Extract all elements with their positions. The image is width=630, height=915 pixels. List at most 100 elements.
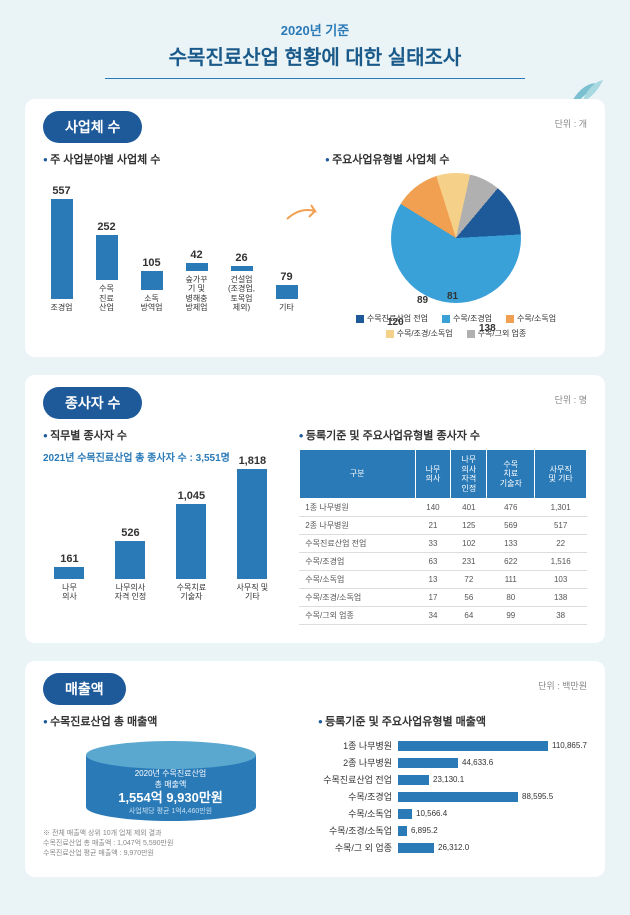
bar-item: 557 조경업 [43,185,80,313]
section-workers: 종사자 수 단위 : 명 직무별 종사자 수 2021년 수목진료산업 총 종사… [25,375,605,643]
footnote-line: 수목진료산업 총 매출액 : 1,047억 5,590만원 [43,839,298,849]
table-cell: 111 [487,571,535,589]
hbar-chart: 1종 나무병원 110,865.7 2종 나무병원 44,633.6 수목진료산업 … [318,739,587,854]
bar-label: 조경업 [50,303,72,313]
bar-value: 79 [280,271,292,283]
hbar-value: 6,895.2 [407,826,438,835]
hbar-value: 88,595.5 [518,792,553,801]
table-cell: 125 [451,517,487,535]
table-cell: 수목/조경업 [299,553,415,571]
bar-value: 526 [121,527,139,539]
header-divider [105,78,525,79]
pie-slice-label: 89 [417,295,428,306]
table-cell: 133 [487,535,535,553]
table-cell: 102 [451,535,487,553]
table-cell: 17 [415,589,451,607]
table-cell: 80 [487,589,535,607]
table-cell: 38 [535,607,587,625]
bar-value: 105 [142,257,160,269]
table-cell: 64 [451,607,487,625]
table-cell: 140 [415,499,451,517]
bar-value: 26 [235,252,247,264]
footnote-line: ※ 전체 매출액 상위 10개 업체 제외 결과 [43,829,298,839]
hbar-bar [398,792,518,802]
table-cell: 476 [487,499,535,517]
bar-rect [141,271,163,290]
cyl-line2: 총 매출액 [86,780,256,790]
bar-value: 557 [52,185,70,197]
bar-label: 숲가꾸기 및병해충방제업 [185,275,207,313]
page: 2020년 기준 수목진료산업 현황에 대한 실태조사 사업체 수 단위 : 개… [0,0,630,915]
table-row: 수목/소독업1372111103 [299,571,586,589]
bar-value: 42 [190,249,202,261]
footnotes: ※ 전체 매출액 상위 10개 업체 제외 결과수목진료산업 총 매출액 : 1… [43,829,298,858]
table-cell: 231 [451,553,487,571]
bar-rect [115,541,145,579]
cyl-title: 수목진료산업 총 매출액 [43,713,298,729]
table-cell: 수목진료산업 전업 [299,535,415,553]
bar-item: 105 소독방역업 [133,257,170,313]
bar-label: 건설업(조경업,토목업제외) [228,275,255,313]
hbar-bar [398,809,412,819]
bar-title: 주 사업분야별 사업체 수 [43,151,305,167]
hbar-label: 수목/그 외 업종 [318,841,398,854]
table-row: 수목/그외 업종34649938 [299,607,586,625]
bar-label: 수목진료산업 [99,284,114,313]
table-cell: 2종 나무병원 [299,517,415,535]
table-row: 수목/조경/소독업175680138 [299,589,586,607]
hbar-label: 수목진료산업 전업 [318,773,398,786]
bar-item: 26 건설업(조경업,토목업제외) [223,252,260,313]
bar-rect [96,235,118,280]
hbar-row: 수목/조경/소독업 6,895.2 [318,824,587,837]
hbar-label: 수목/조경업 [318,790,398,803]
hbar-bar [398,775,429,785]
bar-item: 161 나무의사 [43,553,96,602]
table-header: 나무의사자격인정 [451,450,487,499]
unit-label: 단위 : 백만원 [538,679,587,692]
table-cell: 수목/조경/소독업 [299,589,415,607]
table-cell: 34 [415,607,451,625]
table-cell: 99 [487,607,535,625]
bar-chart-2: 161 나무의사526 나무의사자격 인정1,045 수목치료기술자1,818 … [43,472,279,602]
legend-swatch [356,315,364,323]
hbar-value: 26,312.0 [434,843,469,852]
bar-title: 직무별 종사자 수 [43,427,279,443]
table-header: 나무의사 [415,450,451,499]
hbar-title: 등록기준 및 주요사업유형별 매출액 [318,713,587,729]
hbar-value: 44,633.6 [458,758,493,767]
bar-rect [54,567,84,579]
header-main: 수목진료산업 현황에 대한 실태조사 [25,41,605,70]
hbar-label: 2종 나무병원 [318,756,398,769]
table-title: 등록기준 및 주요사업유형별 종사자 수 [299,427,587,443]
legend-label: 수목/소독업 [517,313,556,324]
table-cell: 569 [487,517,535,535]
header-sub: 2020년 기준 [25,20,605,39]
cyl-big: 1,554억 9,930만원 [86,790,256,807]
table-row: 수목진료산업 전업3310213322 [299,535,586,553]
bar-item: 79 기타 [268,271,305,313]
hbar-bar [398,843,434,853]
hbar-row: 2종 나무병원 44,633.6 [318,756,587,769]
table-cell: 수목/그외 업종 [299,607,415,625]
table-cell: 1종 나무병원 [299,499,415,517]
pie-chart: 1386331208981 수목진료산업 전업수목/조경업수목/소독업수목/조경… [325,173,587,339]
unit-label: 단위 : 명 [555,393,587,406]
table-cell: 401 [451,499,487,517]
section-tag: 매출액 [43,673,126,705]
bar-label: 수목치료기술자 [177,583,206,602]
hbar-bar [398,826,407,836]
hbar-row: 1종 나무병원 110,865.7 [318,739,587,752]
bar-rect [186,263,208,271]
bar-item: 42 숲가꾸기 및병해충방제업 [178,249,215,313]
hbar-row: 수목/조경업 88,595.5 [318,790,587,803]
bar-value: 1,045 [178,490,206,502]
table-cell: 22 [535,535,587,553]
table-cell: 138 [535,589,587,607]
section-tag: 종사자 수 [43,387,142,419]
table-cell: 517 [535,517,587,535]
table-cell: 수목/소독업 [299,571,415,589]
cylinder-chart: 2020년 수목진료산업 총 매출액 1,554억 9,930만원 사업체당 평… [43,741,298,821]
cyl-sub: 사업체당 평균 1억4,460만원 [86,807,256,816]
hbar-bar [398,758,458,768]
bar-label: 사무직 및기타 [237,583,269,602]
